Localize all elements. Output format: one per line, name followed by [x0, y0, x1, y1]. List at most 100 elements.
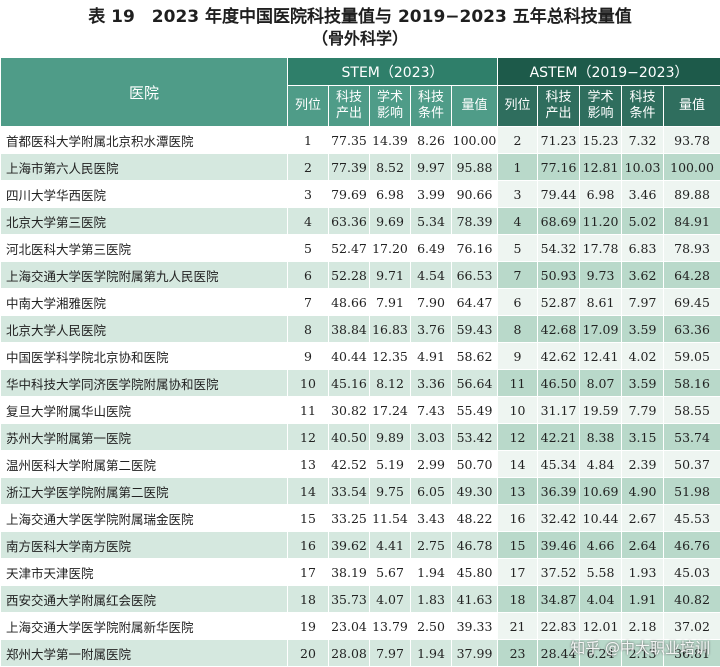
table-cell: 4.41: [370, 532, 411, 559]
table-cell: 4.07: [370, 586, 411, 613]
table-cell: 50.70: [452, 451, 498, 478]
table-cell: 50.37: [664, 451, 720, 478]
table-cell: 5.34: [411, 208, 452, 235]
table-cell: 7.43: [411, 397, 452, 424]
table-cell: 39.46: [538, 532, 580, 559]
table-cell: 41.63: [452, 586, 498, 613]
hospital-name: 北京大学第三医院: [1, 208, 288, 235]
table-cell: 16: [498, 505, 538, 532]
hospital-name: 上海交通大学医学院附属第九人民医院: [1, 262, 288, 289]
hospital-name: 北京大学人民医院: [1, 316, 288, 343]
table-cell: 7.32: [622, 127, 664, 154]
table-cell: 32.42: [538, 505, 580, 532]
table-cell: 63.36: [329, 208, 370, 235]
table-cell: 10.69: [580, 478, 622, 505]
stem-col-header: 科技条件: [411, 86, 452, 127]
table-cell: 7.97: [370, 640, 411, 667]
table-cell: 17.78: [580, 235, 622, 262]
table-cell: 71.23: [538, 127, 580, 154]
table-cell: 89.88: [664, 181, 720, 208]
table-cell: 6: [498, 289, 538, 316]
table-cell: 12: [288, 424, 329, 451]
table-cell: 11: [288, 397, 329, 424]
table-cell: 36.39: [538, 478, 580, 505]
table-cell: 3.59: [622, 316, 664, 343]
table-cell: 15: [288, 505, 329, 532]
table-cell: 21: [498, 613, 538, 640]
table-cell: 3: [498, 181, 538, 208]
table-cell: 8.07: [580, 370, 622, 397]
table-cell: 15.23: [580, 127, 622, 154]
table-cell: 2.18: [622, 613, 664, 640]
hospital-name: 苏州大学附属第一医院: [1, 424, 288, 451]
table-cell: 17.24: [370, 397, 411, 424]
table-cell: 69.45: [664, 289, 720, 316]
table-cell: 4.02: [622, 343, 664, 370]
table-cell: 2.39: [622, 451, 664, 478]
hospital-name: 温州医科大学附属第二医院: [1, 451, 288, 478]
table-cell: 19: [288, 613, 329, 640]
table-cell: 35.73: [329, 586, 370, 613]
table-cell: 5.19: [370, 451, 411, 478]
table-cell: 78.93: [664, 235, 720, 262]
table-cell: 17: [288, 559, 329, 586]
table-cell: 33.25: [329, 505, 370, 532]
table-cell: 12.41: [580, 343, 622, 370]
table-cell: 39.62: [329, 532, 370, 559]
stem-col-header: 量值: [452, 86, 498, 127]
table-cell: 11.54: [370, 505, 411, 532]
table-cell: 1: [288, 127, 329, 154]
table-cell: 40.50: [329, 424, 370, 451]
table-cell: 31.17: [538, 397, 580, 424]
table-cell: 40.44: [329, 343, 370, 370]
table-cell: 9.75: [370, 478, 411, 505]
table-cell: 45.16: [329, 370, 370, 397]
table-subtitle: （骨外科学）: [0, 28, 720, 50]
table-cell: 11.20: [580, 208, 622, 235]
table-cell: 66.53: [452, 262, 498, 289]
table-cell: 16.83: [370, 316, 411, 343]
table-cell: 55.49: [452, 397, 498, 424]
table-cell: 10: [288, 370, 329, 397]
table-cell: 8.61: [580, 289, 622, 316]
table-cell: 46.78: [452, 532, 498, 559]
table-cell: 23.04: [329, 613, 370, 640]
table-cell: 4.91: [411, 343, 452, 370]
table-cell: 1.94: [411, 640, 452, 667]
table-cell: 8: [288, 316, 329, 343]
table-cell: 52.28: [329, 262, 370, 289]
table-cell: 3: [288, 181, 329, 208]
table-cell: 3.15: [622, 424, 664, 451]
table-cell: 42.52: [329, 451, 370, 478]
astem-header: ASTEM（2019−2023）: [498, 58, 720, 86]
table-cell: 48.22: [452, 505, 498, 532]
hospital-name: 首都医科大学附属北京积水潭医院: [1, 127, 288, 154]
table-cell: 18: [498, 586, 538, 613]
table-cell: 15: [498, 532, 538, 559]
table-cell: 2.64: [622, 532, 664, 559]
table-cell: 4: [288, 208, 329, 235]
stem-col-header: 科技产出: [329, 86, 370, 127]
table-cell: 53.42: [452, 424, 498, 451]
astem-col-header: 量值: [664, 86, 720, 127]
table-cell: 7.79: [622, 397, 664, 424]
table-cell: 45.80: [452, 559, 498, 586]
table-cell: 45.34: [538, 451, 580, 478]
table-title: 表 19 2023 年度中国医院科技量值与 2019−2023 五年总科技量值: [0, 0, 720, 28]
table-cell: 64.28: [664, 262, 720, 289]
astem-col-header: 列位: [498, 86, 538, 127]
table-cell: 5.02: [622, 208, 664, 235]
table-cell: 5.67: [370, 559, 411, 586]
table-cell: 56.64: [452, 370, 498, 397]
table-cell: 46.50: [538, 370, 580, 397]
table-cell: 78.39: [452, 208, 498, 235]
table-cell: 23: [498, 640, 538, 667]
table-cell: 3.36: [411, 370, 452, 397]
